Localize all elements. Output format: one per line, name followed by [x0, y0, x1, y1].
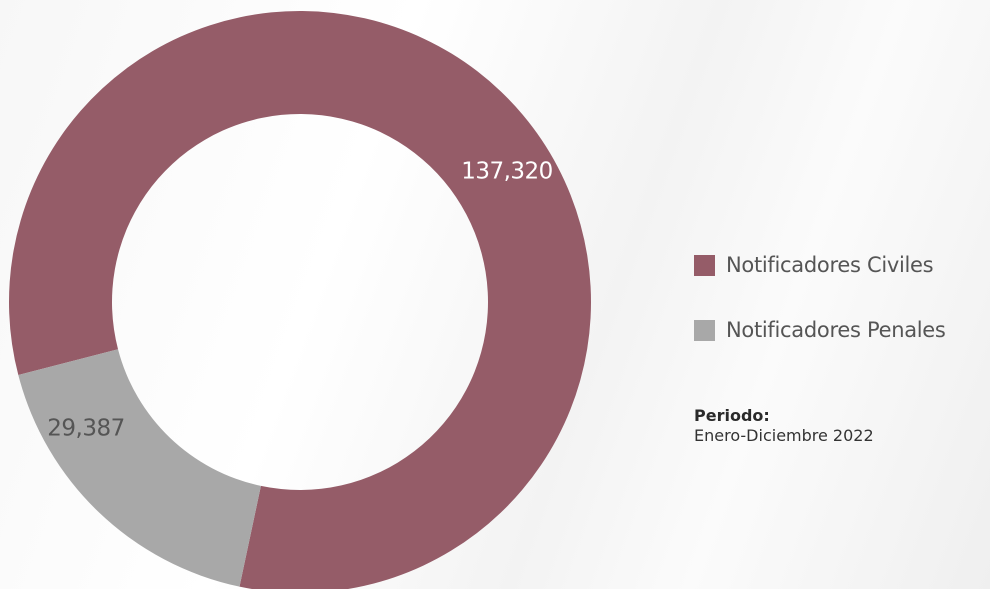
period-value: Enero-Diciembre 2022	[694, 426, 874, 445]
legend-swatch-penales	[694, 319, 715, 341]
slice-civiles	[9, 11, 591, 589]
period-title: Periodo:	[694, 406, 770, 425]
legend-label-civiles: Notificadores Civiles	[726, 253, 934, 277]
value-label-civiles: 137,320	[461, 159, 553, 185]
period-info: Periodo: Enero-Diciembre 2022	[694, 406, 874, 446]
slice-penales	[18, 349, 261, 587]
chart-legend: Notificadores Civiles Notificadores Pena…	[694, 248, 946, 378]
legend-item-civiles: Notificadores Civiles	[694, 248, 946, 282]
value-label-penales: 29,387	[47, 416, 124, 442]
legend-swatch-civiles	[694, 254, 715, 276]
legend-item-penales: Notificadores Penales	[694, 313, 946, 347]
donut-value-labels: 137,320 29,387	[47, 159, 553, 442]
legend-label-penales: Notificadores Penales	[726, 318, 946, 342]
donut-slices	[9, 11, 591, 589]
